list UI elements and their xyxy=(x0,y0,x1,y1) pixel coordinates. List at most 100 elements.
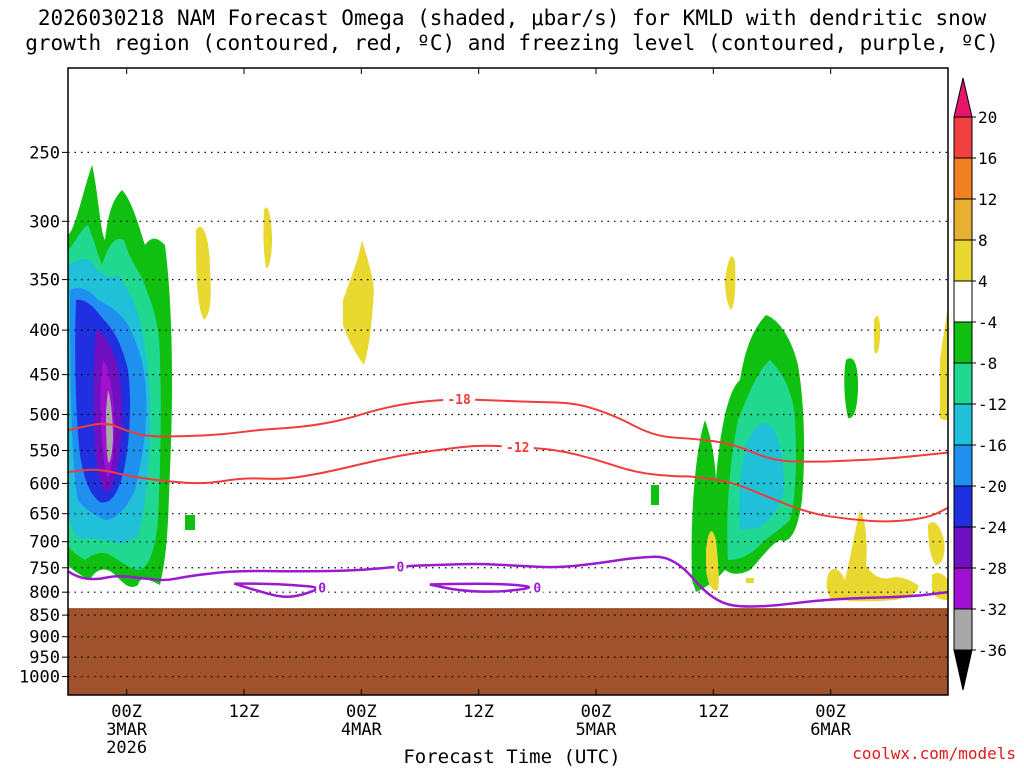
y-tick-label-550: 550 xyxy=(29,442,60,462)
dgz-contours-label-1: -12 xyxy=(506,441,529,456)
plot-frame xyxy=(67,67,949,696)
title-line-2: growth region (contoured, red, ºC) and f… xyxy=(25,31,999,55)
omega-region-right-green-dot xyxy=(651,485,659,505)
colorbar-label-4: 4 xyxy=(978,272,988,291)
frz-contours-line-1 xyxy=(233,582,318,599)
dgz-contours: -18 -12 xyxy=(68,391,948,523)
omega-region-yellow-4 xyxy=(725,256,736,310)
y-tick-label-700: 700 xyxy=(29,533,60,553)
colorbar-label-11: -28 xyxy=(978,559,1007,578)
colorbar-swatch-2 xyxy=(953,198,973,241)
x-tick-label-72-1: 6MAR xyxy=(810,720,852,740)
colorbar-label-0: 20 xyxy=(978,108,997,127)
colorbar-label-9: -20 xyxy=(978,477,1007,496)
plot-area: -18 -12 0 0 0 xyxy=(68,68,948,695)
dgz-contours-label-bg-0 xyxy=(443,391,476,406)
frz-contours-label-bg-2 xyxy=(531,579,544,594)
x-tick-label-12-0: 12Z xyxy=(229,702,260,722)
y-tick-label-850: 850 xyxy=(29,606,60,626)
colorbar-swatch-6 xyxy=(953,362,973,405)
y-tick-label-1000: 1000 xyxy=(19,668,60,688)
y-tick-label-250: 250 xyxy=(29,143,60,163)
freezing-level-contours: 0 0 0 xyxy=(68,555,948,608)
omega-region-yellow-dot xyxy=(746,578,754,583)
colorbar-bottom-arrow xyxy=(953,649,973,691)
omega-region-left-gray xyxy=(106,390,113,463)
y-tick-label-500: 500 xyxy=(29,405,60,425)
colorbar-label-6: -8 xyxy=(978,354,997,373)
colorbar-label-5: -4 xyxy=(978,313,997,332)
colorbar-swatch-11 xyxy=(953,567,973,610)
y-tick-label-750: 750 xyxy=(29,559,60,579)
colorbar-label-8: -16 xyxy=(978,436,1007,455)
colorbar-swatch-0 xyxy=(953,116,973,159)
omega-region-yellow-7 xyxy=(706,531,719,591)
y-tick-label-450: 450 xyxy=(29,366,60,386)
dgz-contours-label-bg-1 xyxy=(501,439,534,454)
dgz-contours-line-0 xyxy=(68,398,948,463)
colorbar-label-10: -24 xyxy=(978,518,1007,537)
omega-region-yellow-3 xyxy=(343,240,374,365)
colorbar-swatch-1 xyxy=(953,157,973,200)
frz-contours-label-1: 0 xyxy=(318,581,326,596)
omega-region-right-cyan xyxy=(739,423,784,530)
colorbar-swatch-5 xyxy=(953,321,973,364)
colorbar-label-13: -36 xyxy=(978,641,1007,660)
y-tick-label-400: 400 xyxy=(29,321,60,341)
omega-region-yellow-1 xyxy=(196,226,211,320)
colorbar-swatch-7 xyxy=(953,403,973,446)
chart-title: 2026030218 NAM Forecast Omega (shaded, μ… xyxy=(0,6,1024,56)
colorbar-swatch-4 xyxy=(953,280,973,323)
frz-contours-line-2 xyxy=(429,582,531,593)
y-tick-label-350: 350 xyxy=(29,271,60,291)
x-tick-label-24-1: 4MAR xyxy=(341,720,383,740)
frz-contours-label-2: 0 xyxy=(533,581,541,596)
colorbar-swatch-8 xyxy=(953,444,973,487)
frz-contours-label-bg-0 xyxy=(394,558,407,573)
y-tick-label-900: 900 xyxy=(29,628,60,648)
frz-contours-label-bg-1 xyxy=(316,579,329,594)
y-tick-label-300: 300 xyxy=(29,212,60,232)
colorbar-swatch-10 xyxy=(953,526,973,569)
frz-contours-line-0 xyxy=(68,555,948,608)
colorbar-swatch-12 xyxy=(953,608,973,651)
x-tick-label-60-0: 12Z xyxy=(698,702,729,722)
colorbar-top-arrow xyxy=(953,77,973,118)
dgz-contours-label-0: -18 xyxy=(447,393,471,408)
colorbar-swatch-9 xyxy=(953,485,973,528)
y-tick-label-800: 800 xyxy=(29,583,60,603)
y-tick-label-650: 650 xyxy=(29,505,60,525)
colorbar-swatch-3 xyxy=(953,239,973,282)
x-tick-label-72-0: 00Z xyxy=(815,702,846,722)
watermark: coolwx.com/models xyxy=(852,744,1016,763)
omega-region-right-green-small xyxy=(844,358,858,419)
colorbar-label-3: 8 xyxy=(978,231,988,250)
omega-region-green-dot xyxy=(185,515,195,530)
dgz-contours-line-1 xyxy=(68,444,948,523)
x-tick-label-48-0: 00Z xyxy=(581,702,612,722)
colorbar-label-1: 16 xyxy=(978,149,997,168)
omega-region-yellow-2 xyxy=(263,207,272,269)
x-tick-label-0-0: 00Z xyxy=(111,702,142,722)
y-tick-label-950: 950 xyxy=(29,648,60,668)
x-tick-label-36-0: 12Z xyxy=(463,702,494,722)
ground-terrain xyxy=(68,608,948,695)
x-axis-label: Forecast Time (UTC) xyxy=(403,746,621,768)
frz-contours-label-0: 0 xyxy=(397,560,405,575)
omega-region-yellow-8 xyxy=(826,510,919,602)
colorbar-label-7: -12 xyxy=(978,395,1007,414)
colorbar-label-2: 12 xyxy=(978,190,997,209)
colorbar-label-12: -32 xyxy=(978,600,1007,619)
colorbar: 20 16 12 8 4 -4 -8 -12 -16 -20 -24 -28 -32 -36 xyxy=(953,77,1007,691)
x-tick-label-0-2: 2026 xyxy=(106,738,147,758)
omega-region-yellow-9 xyxy=(928,522,945,565)
x-tick-label-48-1: 5MAR xyxy=(576,720,618,740)
title-line-1: 2026030218 NAM Forecast Omega (shaded, μ… xyxy=(37,6,987,30)
x-tick-label-0-1: 3MAR xyxy=(106,720,148,740)
omega-region-yellow-5 xyxy=(874,316,881,354)
y-axis: 2503003504004505005506006507007508008509… xyxy=(19,143,68,688)
x-tick-label-24-0: 00Z xyxy=(346,702,377,722)
y-tick-label-600: 600 xyxy=(29,474,60,494)
